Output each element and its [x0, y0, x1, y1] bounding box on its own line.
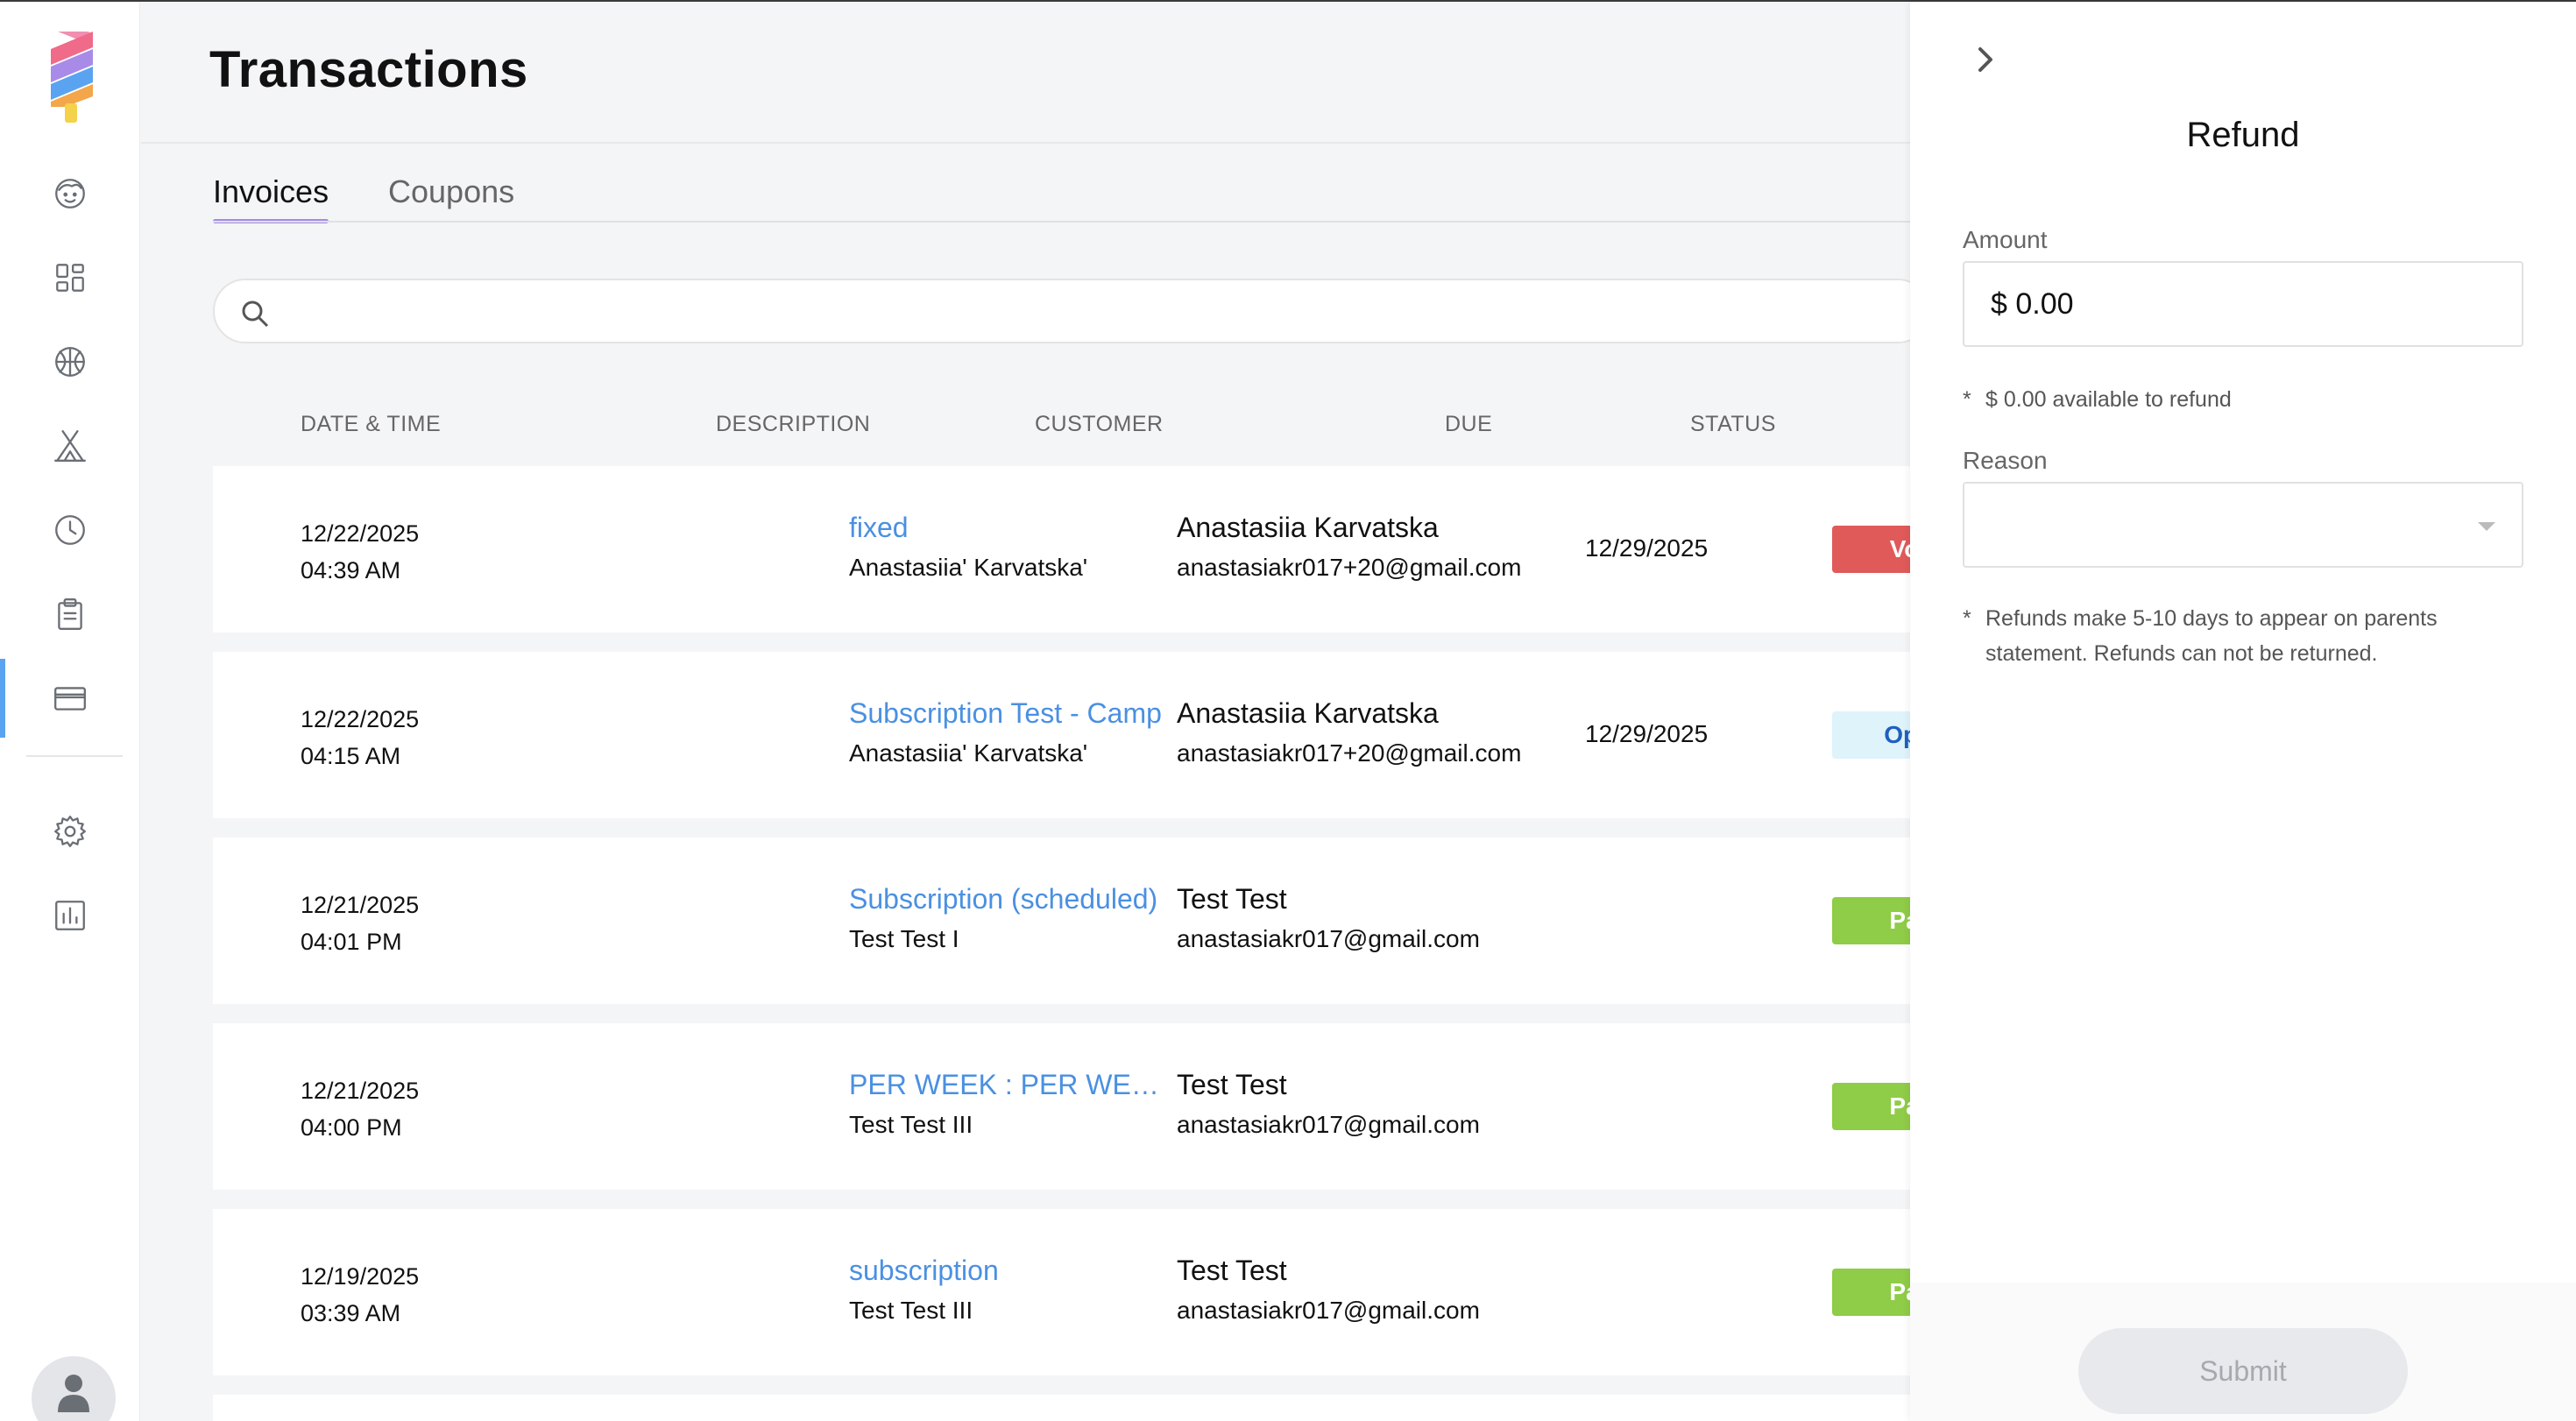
- row-date: 12/22/2025: [301, 520, 420, 547]
- available-note: * $ 0.00 available to refund: [1963, 382, 2232, 417]
- tabs-divider: [213, 221, 1911, 223]
- table-row[interactable]: 12/22/2025 04:15 AM Subscription Test - C…: [213, 652, 1999, 818]
- row-customer-email: anastasiakr017+20@gmail.com: [1177, 554, 1522, 581]
- row-time: 03:39 AM: [301, 1300, 401, 1326]
- row-customer-name: Test Test: [1177, 883, 1287, 915]
- row-customer-email: anastasiakr017+20@gmail.com: [1177, 739, 1522, 767]
- sidebar-item-forms[interactable]: [0, 575, 140, 654]
- column-header-description[interactable]: DESCRIPTION: [716, 412, 871, 436]
- sidebar: [0, 2, 140, 1421]
- row-due-date: 12/29/2025: [1585, 720, 1709, 747]
- amount-input[interactable]: [1991, 284, 2499, 324]
- row-description-sub: Anastasiia' Karvatska': [849, 739, 1088, 767]
- row-customer-name: Anastasiia Karvatska: [1177, 512, 1439, 543]
- table-row[interactable]: 12/21/2025 04:00 PM PER WEEK : PER WEEK T…: [213, 1023, 1999, 1190]
- row-datetime: 12/21/2025 04:00 PM: [301, 1072, 419, 1146]
- row-date: 12/22/2025: [301, 706, 420, 732]
- face-icon: [55, 179, 85, 209]
- row-time: 04:39 AM: [301, 557, 401, 583]
- row-description-link[interactable]: PER WEEK : PER WEEK: [849, 1069, 1164, 1100]
- sidebar-item-activities[interactable]: [0, 322, 140, 401]
- row-due-date: 12/29/2025: [1585, 534, 1709, 562]
- table-row[interactable]: 12/22/2025 04:39 AM fixed Anastasiia' Kar…: [213, 466, 1999, 633]
- row-customer-email: anastasiakr017@gmail.com: [1177, 925, 1480, 952]
- row-date: 12/21/2025: [301, 892, 420, 918]
- policy-note-text: Refunds make 5-10 days to appear on pare…: [1985, 606, 2438, 666]
- table-row[interactable]: 12/21/2025 04:01 PM Subscription (schedul…: [213, 838, 1999, 1004]
- user-avatar[interactable]: [32, 1356, 116, 1421]
- sidebar-item-transactions[interactable]: [0, 659, 140, 738]
- refund-panel: Refund Amount * $ 0.00 available to refu…: [1910, 2, 2576, 1421]
- row-description-link[interactable]: Subscription Test - Camp: [849, 697, 1162, 729]
- row-description-link[interactable]: Subscription (scheduled): [849, 883, 1158, 915]
- row-description-sub: Test Test III: [849, 1111, 973, 1138]
- bar-chart-icon: [55, 901, 85, 930]
- row-time: 04:15 AM: [301, 743, 401, 769]
- row-date: 12/21/2025: [301, 1078, 420, 1104]
- row-time: 04:00 PM: [301, 1114, 402, 1141]
- row-datetime: 12/22/2025 04:39 AM: [301, 515, 419, 589]
- search-input[interactable]: [285, 289, 1862, 333]
- row-customer-email: anastasiakr017@gmail.com: [1177, 1111, 1480, 1138]
- chevron-down-icon: [2478, 522, 2495, 531]
- row-customer-email: anastasiakr017@gmail.com: [1177, 1297, 1480, 1324]
- available-note-star: *: [1963, 387, 1971, 412]
- chevron-right-icon: [1978, 47, 1992, 72]
- sidebar-item-dashboard[interactable]: [0, 238, 140, 317]
- row-description-sub: Test Test I: [849, 925, 959, 952]
- page-title: Transactions: [209, 41, 528, 98]
- row-customer-name: Test Test: [1177, 1255, 1287, 1286]
- search-icon: [242, 300, 269, 328]
- app-logo[interactable]: [46, 28, 98, 124]
- sidebar-item-schedule[interactable]: [0, 491, 140, 569]
- top-border: [0, 0, 2576, 2]
- column-header-due[interactable]: DUE: [1445, 412, 1493, 436]
- user-icon: [58, 1375, 89, 1412]
- panel-footer: Submit: [1910, 1283, 2576, 1421]
- sidebar-item-camps[interactable]: [0, 407, 140, 485]
- row-datetime: 12/22/2025 04:15 AM: [301, 701, 419, 774]
- amount-field[interactable]: [1963, 261, 2523, 347]
- column-header-customer[interactable]: CUSTOMER: [1035, 412, 1164, 436]
- collapse-panel-button[interactable]: [1970, 44, 2001, 75]
- reason-select[interactable]: [1963, 482, 2523, 568]
- row-description-sub: Anastasiia' Karvatska': [849, 554, 1088, 581]
- header-divider: [141, 142, 1911, 144]
- table-row[interactable]: [213, 1395, 1930, 1421]
- row-date: 12/19/2025: [301, 1263, 420, 1290]
- tab-invoices[interactable]: Invoices: [213, 173, 329, 223]
- policy-note-star: *: [1963, 606, 1971, 631]
- amount-label: Amount: [1963, 226, 2048, 253]
- submit-button[interactable]: Submit: [2078, 1328, 2408, 1414]
- gear-icon: [54, 816, 86, 847]
- table-row[interactable]: 12/19/2025 03:39 AM subscription Test Tes…: [213, 1209, 1999, 1375]
- row-datetime: 12/19/2025 03:39 AM: [301, 1258, 419, 1332]
- tab-coupons[interactable]: Coupons: [388, 173, 515, 209]
- dashboard-icon: [56, 264, 84, 292]
- row-customer-name: Test Test: [1177, 1069, 1287, 1100]
- camp-tent-icon: [54, 430, 86, 462]
- sidebar-item-reports[interactable]: [0, 876, 140, 955]
- clock-icon: [55, 515, 85, 545]
- sidebar-item-settings[interactable]: [0, 792, 140, 871]
- column-header-status[interactable]: STATUS: [1690, 412, 1776, 436]
- refund-title: Refund: [2186, 116, 2300, 154]
- available-note-text: $ 0.00 available to refund: [1985, 387, 2232, 412]
- row-description-link[interactable]: fixed: [849, 512, 909, 543]
- search-bar: [213, 279, 1930, 343]
- credit-card-icon: [54, 687, 86, 710]
- reason-label: Reason: [1963, 447, 2048, 474]
- column-header-date[interactable]: DATE & TIME: [301, 412, 442, 436]
- row-time: 04:01 PM: [301, 929, 402, 955]
- row-customer-name: Anastasiia Karvatska: [1177, 697, 1439, 729]
- ball-icon: [55, 347, 85, 377]
- main-content: Transactions Invoices Coupons DATE & TIM…: [141, 2, 1999, 1421]
- row-datetime: 12/21/2025 04:01 PM: [301, 887, 419, 960]
- sidebar-item-kids[interactable]: [0, 154, 140, 233]
- row-description-sub: Test Test III: [849, 1297, 973, 1324]
- row-description-link[interactable]: subscription: [849, 1255, 999, 1286]
- clipboard-icon: [58, 598, 82, 630]
- sidebar-divider: [26, 755, 123, 757]
- policy-note: * Refunds make 5-10 days to appear on pa…: [1963, 601, 2506, 671]
